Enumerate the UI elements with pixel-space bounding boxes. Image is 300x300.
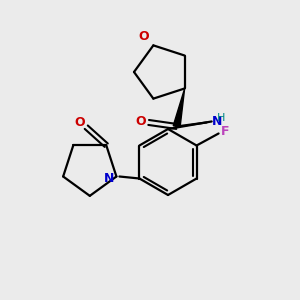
Text: F: F [221, 125, 230, 138]
Polygon shape [173, 88, 185, 127]
Text: O: O [135, 115, 146, 128]
Text: H: H [217, 113, 225, 124]
Text: N: N [212, 115, 222, 128]
Text: O: O [139, 30, 149, 44]
Text: O: O [74, 116, 85, 129]
Text: N: N [104, 172, 114, 185]
